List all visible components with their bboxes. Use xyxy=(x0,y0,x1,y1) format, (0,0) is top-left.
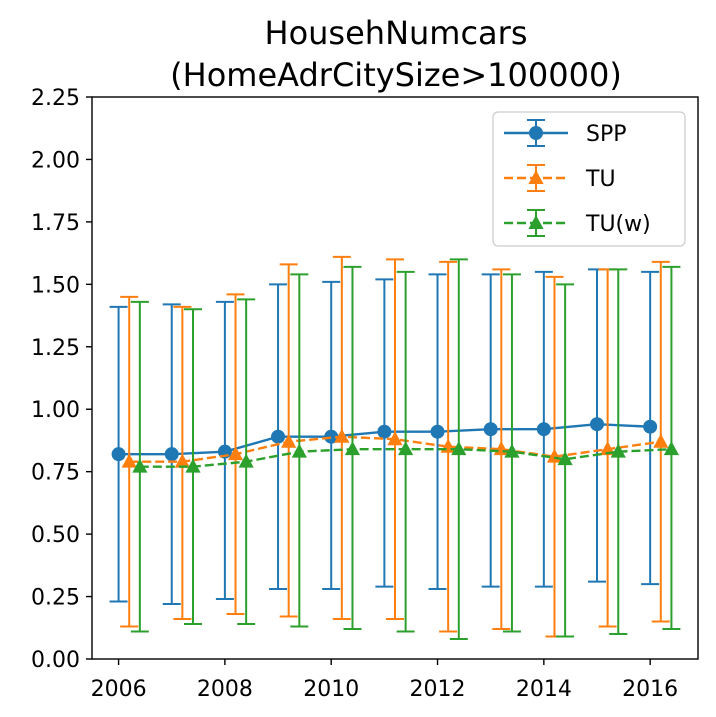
data-point xyxy=(643,419,658,434)
legend-item: TU(w) xyxy=(504,209,651,237)
data-point xyxy=(334,428,350,443)
legend-marker xyxy=(529,126,543,140)
y-tick-label: 0.25 xyxy=(31,586,80,611)
data-point xyxy=(185,458,201,473)
y-tick-label: 2.00 xyxy=(31,148,80,173)
data-point xyxy=(663,441,680,456)
axes-frame xyxy=(91,96,699,660)
chart-subtitle: (HomeAdrCitySize>100000) xyxy=(170,56,622,94)
legend-label: TU xyxy=(585,167,616,192)
y-tick-label: 1.00 xyxy=(31,398,80,423)
x-tick-label: 2010 xyxy=(303,677,359,702)
legend-item: TU xyxy=(504,164,616,192)
chart-title: HousehNumcars xyxy=(265,14,528,52)
data-point xyxy=(398,441,414,456)
data-point xyxy=(387,431,403,446)
y-tick-label: 2.25 xyxy=(31,86,80,111)
y-tick-label: 1.50 xyxy=(31,273,80,298)
data-point xyxy=(227,446,244,461)
x-tick-label: 2012 xyxy=(410,677,466,702)
data-point xyxy=(344,441,361,456)
data-point xyxy=(164,447,179,462)
data-point xyxy=(504,443,520,458)
data-point xyxy=(271,429,286,444)
x-tick-label: 2008 xyxy=(197,677,253,702)
legend-marker xyxy=(528,170,544,184)
data-point xyxy=(111,447,126,462)
data-point xyxy=(536,422,551,437)
series-tu-w- xyxy=(130,258,681,641)
data-point xyxy=(174,453,190,468)
data-point xyxy=(121,453,137,468)
data-point xyxy=(324,429,339,444)
data-point xyxy=(430,424,445,439)
data-point xyxy=(590,417,604,432)
x-tick-label: 2006 xyxy=(91,677,147,702)
legend: SPP TU TU(w) xyxy=(492,111,686,247)
data-point xyxy=(653,433,669,448)
x-tick-label: 2016 xyxy=(622,677,678,702)
plot-area: 2006 2008 2010 2012 2014 2016 0.00 0.25 0.50 0.75… xyxy=(31,86,699,702)
series-spp xyxy=(109,268,660,606)
data-point xyxy=(483,422,498,437)
data-point xyxy=(291,443,307,458)
data-point xyxy=(557,451,573,466)
series-tu xyxy=(120,255,670,638)
y-tick-label: 0.75 xyxy=(31,461,80,486)
legend-item: SPP xyxy=(504,119,627,147)
data-point xyxy=(610,443,626,458)
data-point xyxy=(238,453,254,468)
legend-label: SPP xyxy=(586,122,627,147)
y-tick-label: 1.75 xyxy=(31,211,80,236)
x-tick-label: 2014 xyxy=(516,677,572,702)
legend-marker xyxy=(528,215,544,229)
legend-label: TU(w) xyxy=(585,212,651,237)
y-tick-label: 0.50 xyxy=(31,523,80,548)
y-tick-label: 1.25 xyxy=(31,336,80,361)
data-point xyxy=(377,424,392,439)
y-tick-label: 0.00 xyxy=(31,648,80,673)
data-point xyxy=(132,458,148,473)
data-point xyxy=(281,433,297,448)
data-point xyxy=(451,441,467,456)
